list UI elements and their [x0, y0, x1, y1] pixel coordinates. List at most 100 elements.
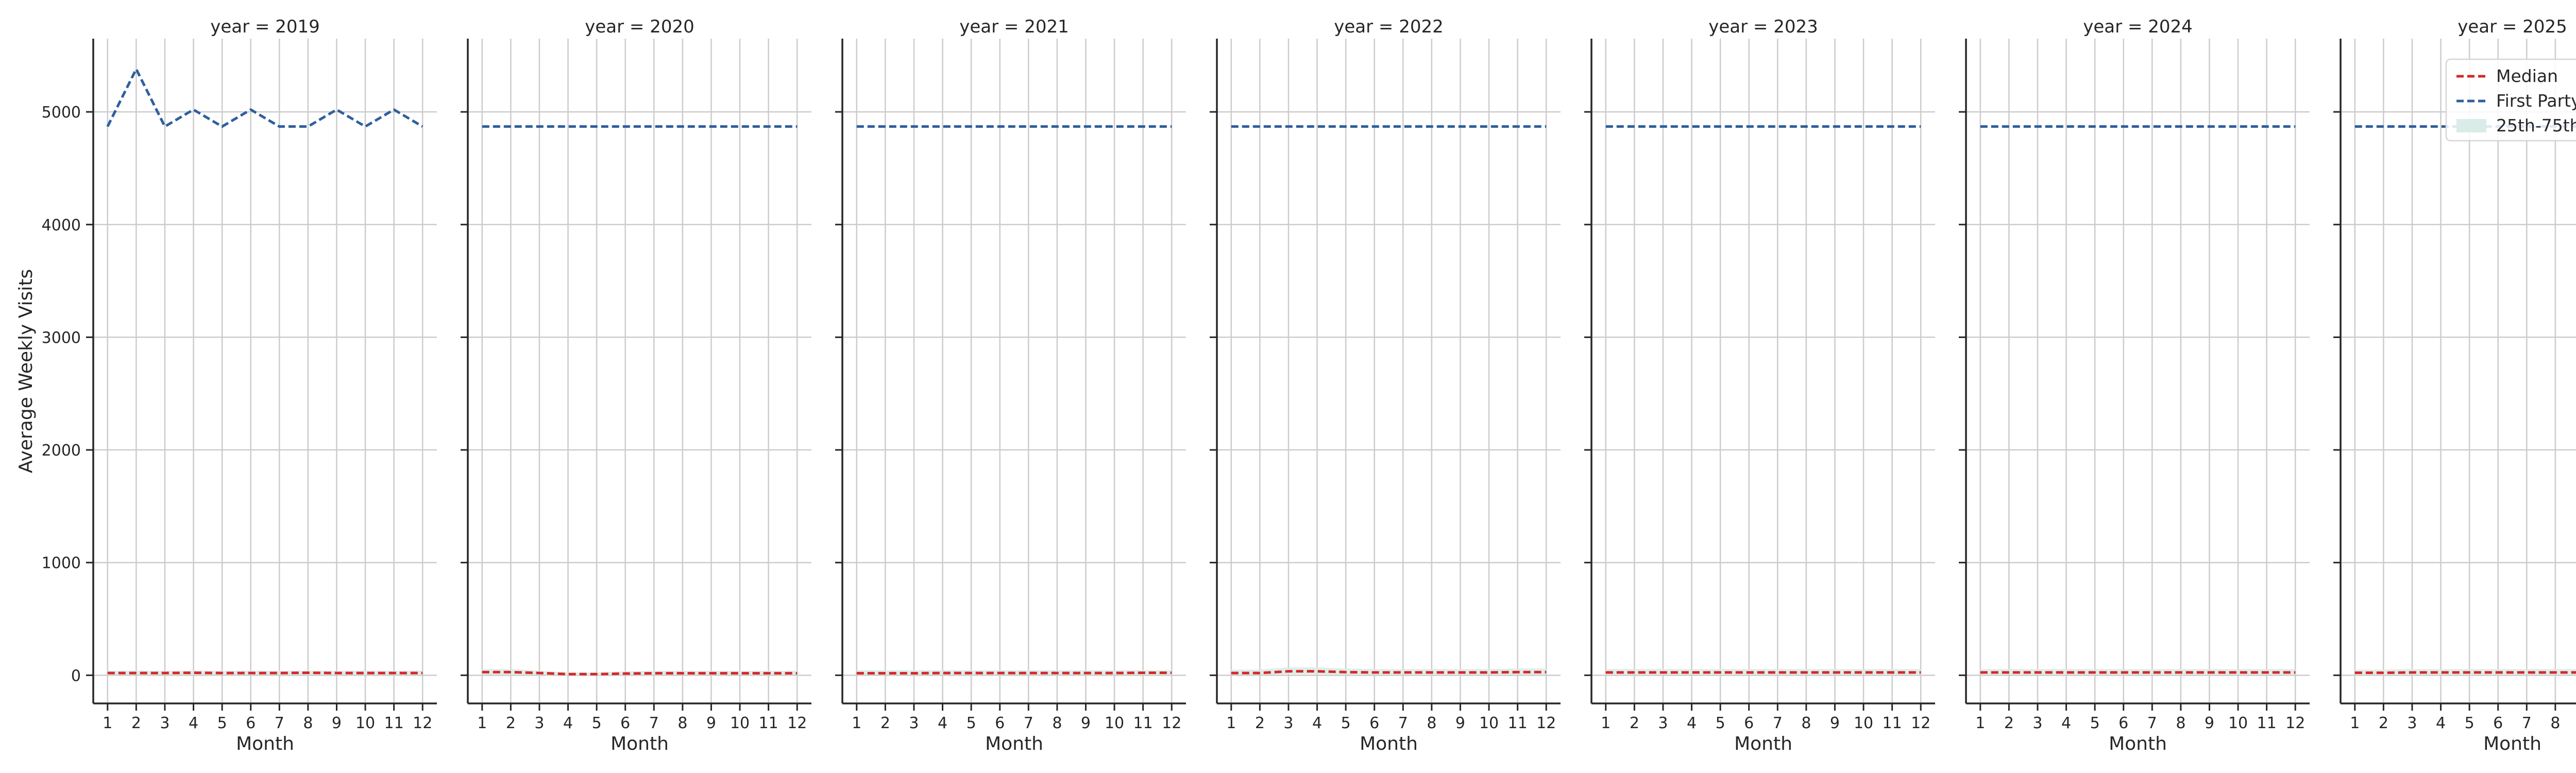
x-tick-label: 11	[759, 714, 778, 732]
y-tick-label: 3000	[42, 329, 81, 347]
x-tick-label: 6	[995, 714, 1005, 732]
legend-label: Median	[2496, 66, 2558, 86]
x-tick-label: 5	[1716, 714, 1725, 732]
x-tick-label: 1	[1601, 714, 1611, 732]
x-axis-label: Month	[611, 733, 669, 754]
legend-swatch-percentile	[2456, 119, 2486, 132]
x-tick-label: 9	[1830, 714, 1840, 732]
facet-title: year = 2022	[1334, 16, 1443, 37]
median-line	[856, 671, 1172, 675]
x-tick-label: 4	[1687, 714, 1697, 732]
y-axis-label: Average Weekly Visits	[15, 269, 37, 473]
x-tick-label: 10	[730, 714, 750, 732]
x-tick-label: 1	[852, 714, 861, 732]
x-axis-label: Month	[1360, 733, 1418, 754]
x-tick-label: 3	[1658, 714, 1668, 732]
x-tick-label: 6	[2493, 714, 2503, 732]
x-tick-label: 8	[1801, 714, 1811, 732]
y-tick-label: 2000	[42, 442, 81, 460]
x-tick-label: 8	[2176, 714, 2185, 732]
facet-title: year = 2024	[2083, 16, 2192, 37]
x-tick-label: 2	[1630, 714, 1639, 732]
x-tick-label: 12	[2285, 714, 2305, 732]
x-tick-label: 8	[2550, 714, 2560, 732]
x-tick-label: 7	[275, 714, 284, 732]
facet-title: year = 2025	[2458, 16, 2567, 37]
x-tick-label: 8	[677, 714, 687, 732]
y-tick-label: 0	[71, 667, 81, 685]
x-tick-label: 5	[1341, 714, 1351, 732]
x-tick-label: 9	[332, 714, 342, 732]
x-tick-label: 12	[787, 714, 807, 732]
x-tick-label: 9	[2205, 714, 2214, 732]
x-tick-label: 3	[909, 714, 919, 732]
facet-title: year = 2020	[585, 16, 694, 37]
x-tick-label: 12	[413, 714, 432, 732]
y-tick-label: 4000	[42, 216, 81, 234]
x-tick-label: 2	[880, 714, 890, 732]
x-tick-label: 2	[2004, 714, 2014, 732]
x-tick-label: 1	[477, 714, 487, 732]
facet-panel-2019: 1 2 3 4 5 6 7 8 9 10 11 12010002000300040005000year…	[42, 16, 437, 754]
x-tick-label: 6	[1744, 714, 1754, 732]
x-axis-label: Month	[2109, 733, 2167, 754]
facet-title: year = 2023	[1708, 16, 1818, 37]
x-tick-label: 6	[246, 714, 256, 732]
legend: Median First Party Median 25th-75th Percen…	[2445, 58, 2576, 142]
x-tick-label: 3	[160, 714, 170, 732]
x-tick-label: 4	[563, 714, 573, 732]
x-tick-label: 4	[938, 714, 947, 732]
x-tick-label: 10	[2228, 714, 2248, 732]
x-tick-label: 3	[1283, 714, 1293, 732]
x-tick-label: 4	[1312, 714, 1322, 732]
legend-label: First Party Median	[2496, 91, 2576, 111]
x-tick-label: 2	[506, 714, 516, 732]
x-tick-label: 5	[2090, 714, 2100, 732]
x-tick-label: 8	[1427, 714, 1436, 732]
x-tick-label: 5	[217, 714, 227, 732]
median-line	[482, 670, 798, 676]
x-tick-label: 3	[2407, 714, 2417, 732]
x-tick-label: 10	[1854, 714, 1873, 732]
x-tick-label: 4	[2436, 714, 2446, 732]
x-tick-label: 1	[1226, 714, 1236, 732]
x-tick-label: 10	[1479, 714, 1499, 732]
median-line	[1231, 670, 1547, 675]
facet-title: year = 2021	[959, 16, 1069, 37]
x-tick-label: 12	[1911, 714, 1930, 732]
x-tick-label: 6	[1369, 714, 1379, 732]
x-tick-label: 7	[2522, 714, 2532, 732]
x-tick-label: 5	[2465, 714, 2475, 732]
x-tick-label: 12	[1536, 714, 1556, 732]
x-tick-label: 4	[2061, 714, 2071, 732]
y-tick-label: 5000	[42, 104, 81, 122]
first-party-median-line	[106, 68, 423, 128]
x-axis-label: Month	[985, 733, 1043, 754]
x-tick-label: 1	[2350, 714, 2360, 732]
x-tick-label: 7	[1024, 714, 1033, 732]
x-tick-label: 7	[1398, 714, 1408, 732]
x-tick-label: 2	[1255, 714, 1265, 732]
x-tick-label: 9	[1081, 714, 1091, 732]
x-tick-label: 9	[706, 714, 716, 732]
x-tick-label: 7	[649, 714, 659, 732]
facet-title: year = 2019	[210, 16, 319, 37]
x-axis-label: Month	[236, 733, 294, 754]
legend-label: 25th-75th Percentile	[2496, 115, 2576, 136]
x-tick-label: 12	[1162, 714, 1181, 732]
x-tick-label: 11	[1508, 714, 1528, 732]
x-tick-label: 8	[303, 714, 313, 732]
x-tick-label: 2	[2379, 714, 2388, 732]
x-tick-label: 11	[1883, 714, 1902, 732]
x-tick-label: 5	[592, 714, 602, 732]
x-tick-label: 6	[2119, 714, 2128, 732]
x-tick-label: 3	[2032, 714, 2042, 732]
x-tick-label: 1	[103, 714, 112, 732]
x-axis-label: Month	[1734, 733, 1792, 754]
